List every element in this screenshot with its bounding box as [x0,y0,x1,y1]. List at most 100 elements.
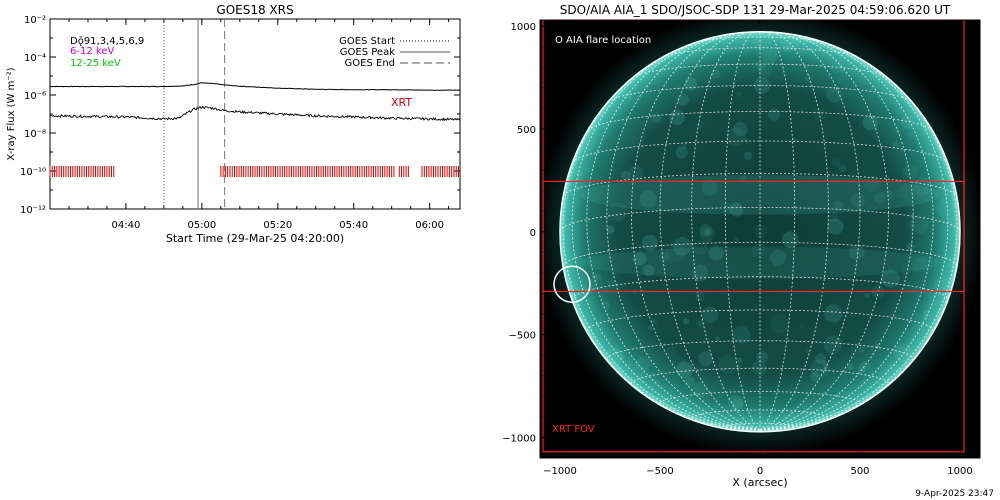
solar-limb [559,31,961,433]
disk-texture-spot [732,326,751,344]
disk-texture-spot [666,346,677,357]
disk-texture-spot [857,345,866,353]
disk-texture-spot [757,62,772,77]
disk-texture-spot [782,46,789,52]
disk-texture-spot [751,242,766,257]
aia-disk-texture [566,31,960,430]
disk-texture-spot [836,75,845,83]
grid-latitude-line [607,85,913,103]
aia-x-axis-label: X (arcsec) [732,476,787,489]
disk-texture-spot [665,243,686,264]
disk-texture-spot [833,200,844,211]
disk-texture-spot [813,108,826,121]
disk-texture-spot [903,163,918,179]
disk-texture-spot [733,122,748,137]
goes-series-low [49,105,461,122]
xrt-fov-boxes [542,20,965,453]
disk-texture-spot [700,227,715,243]
disk-texture-spot [743,151,753,161]
disk-texture-spot [847,363,854,370]
disk-texture-spot [822,361,829,367]
disk-texture-spot [754,224,768,238]
disk-texture-spot [850,193,866,208]
disk-texture-spot [934,277,952,295]
aia-image-panel: SDO/AIA AIA_1 SDO/JSOC-SDP 131 29-Mar-20… [502,3,981,489]
disk-texture-spot [795,387,800,393]
grid-latitude-line [632,63,888,78]
disk-texture-spot [731,398,744,410]
disk-texture-spot [684,77,698,91]
disk-texture-spot [681,143,687,149]
disk-texture-spot [643,264,655,276]
disk-texture-spot [901,115,914,129]
disk-texture-spot [604,348,624,367]
disk-texture-spot [797,401,814,417]
disk-texture-spot [692,240,708,256]
disk-active-band [580,174,940,215]
disk-texture-spot [885,190,894,199]
disk-texture-spot [692,381,708,398]
disk-texture-spot [676,361,693,379]
legend-goes-start-label: GOES Start [339,36,395,47]
disk-texture-spot [601,301,611,310]
disk-texture-spot [685,376,696,387]
disk-texture-spot [740,174,747,182]
xrt-label: XRT [391,96,412,109]
disk-texture-spot [675,383,680,388]
disk-texture-spot [829,58,845,74]
disk-texture-spot [892,141,899,148]
disk-texture-spot [755,60,767,72]
xrt-fov-label: XRT FOV [552,424,595,435]
disk-texture-spot [698,351,713,367]
goes-y-tick-label: 10⁻¹⁰ [20,167,46,178]
disk-texture-spot [641,234,658,251]
xrt-observation-ticks [49,166,459,177]
grid-longitude-line [586,36,761,431]
disk-texture-spot [704,229,711,236]
disk-texture-spot [701,179,718,196]
disk-texture-spot [658,251,669,262]
disk-texture-spot [729,202,744,217]
grid-longitude-line [759,33,890,431]
disk-texture-spot [950,212,960,230]
goes-channels-text: Dǭ91,3,4,5,6,9 [70,36,144,47]
disk-texture-spot [734,236,740,242]
disk-texture-spot [696,120,704,129]
disk-texture-spot [827,211,839,223]
disk-texture-spot [574,283,581,290]
grid-longitude-line [630,33,761,431]
disk-texture-spot [753,32,771,50]
goes-x-tick-label: 05:00 [187,220,216,231]
aia-title: SDO/AIA AIA_1 SDO/JSOC-SDP 131 29-Mar-20… [560,3,951,17]
disk-texture-spot [650,318,657,325]
disk-texture-spot [571,168,578,175]
disk-texture-spot [862,114,879,131]
disk-texture-spot [791,137,797,143]
disk-texture-spot [669,109,685,126]
goes-x-tick-label: 04:40 [112,220,141,231]
disk-texture-spot [767,108,781,121]
aia-solar-disk [560,31,960,432]
disk-texture-spot [826,86,843,103]
disk-texture-spot [607,201,628,222]
disk-texture-spot [827,218,844,235]
grid-longitude-line [759,32,861,431]
goes-y-axis: 10⁻¹² 10⁻¹⁰ 10⁻⁸ 10⁻⁶ 10⁻⁴ 10⁻² [20,15,460,216]
disk-texture-spot [863,175,880,192]
disk-texture-spot [932,290,948,306]
disk-texture-spot [770,314,790,334]
legend-goes-peak-label: GOES Peak [340,47,395,58]
disk-texture-spot [726,127,746,147]
disk-texture-spot [620,170,630,181]
disk-texture-spot [577,171,584,177]
disk-texture-spot [907,132,913,138]
disk-texture-spot [873,191,886,204]
disk-texture-spot [736,91,742,98]
aia-y-tick-label: −1000 [502,433,536,444]
disk-texture-spot [756,351,769,363]
aia-x-tick-label: 500 [850,466,869,477]
disk-texture-spot [715,336,720,341]
disk-texture-spot [761,47,778,64]
heliographic-grid [560,31,960,431]
goes-y-tick-label: 10⁻⁴ [24,53,46,64]
